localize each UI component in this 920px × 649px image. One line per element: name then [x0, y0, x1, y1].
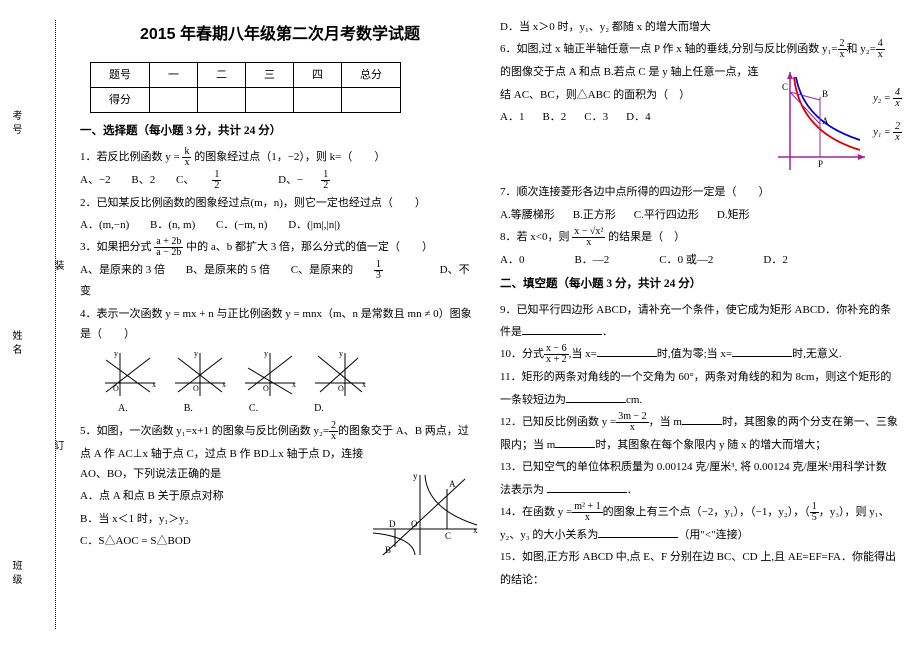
th-num: 题号 — [91, 62, 150, 87]
svg-text:O: O — [411, 519, 418, 529]
q4-graphs: x y O x y O x y O x y O — [100, 348, 480, 398]
svg-text:y: y — [114, 349, 118, 358]
cell — [150, 87, 198, 112]
svg-text:y: y — [413, 471, 418, 481]
q8: 8．若 x<0，则 x − √x²x 的结果是（ ） — [500, 227, 900, 248]
svg-text:y: y — [194, 349, 198, 358]
svg-text:x: x — [362, 380, 366, 389]
q11-l2: 一条较短边为cm. — [500, 390, 900, 410]
svg-text:O: O — [263, 384, 269, 393]
th-total: 总分 — [342, 62, 401, 87]
column-right: D．当 x＞0 时，y₁、y₂ 都随 x 的增大而增大 6．如图,过 x 轴正半… — [490, 0, 910, 649]
q6-options: A．1B．2C．3D．4 — [500, 107, 900, 127]
svg-text:O: O — [338, 384, 344, 393]
svg-text:y: y — [264, 349, 268, 358]
svg-text:B: B — [385, 545, 391, 555]
margin-class: 班级 — [8, 560, 23, 588]
q3: 3．如果把分式 a + 2ba − 2b 中的 a、b 都扩大 3 倍，那么分式… — [80, 237, 480, 258]
svg-text:A: A — [449, 479, 456, 489]
svg-text:C: C — [445, 531, 451, 541]
q5-figure: A B C D O x y — [365, 469, 485, 559]
section-1-heading: 一、选择题（每小题 3 分，共计 24 分） — [80, 121, 480, 142]
margin-dash-2: 订 — [50, 440, 65, 454]
q12: 12．已知反比例函数 y =3m − 2x，当 m时，其图象的两个分支在第一、三… — [500, 412, 900, 433]
svg-text:O: O — [193, 384, 199, 393]
th-3: 三 — [246, 62, 294, 87]
svg-text:D: D — [389, 519, 396, 529]
q13-l1: 13．已知空气的单位体积质量为 0.00124 克/厘米³, 将 0.00124… — [500, 457, 900, 477]
q1-options: A、−2 B、2 C、12 D、−12 — [80, 170, 480, 191]
section-2-heading: 二、填空题（每小题 3 分，共计 24 分） — [500, 274, 900, 295]
q11-l1: 11．矩形的两条对角线的一个交角为 60°，两条对角线的和为 8cm，则这个矩形… — [500, 367, 900, 387]
q9-l1: 9．已知平行四边形 ABCD，请补充一个条件，使它成为矩形 ABCD．你补充的条 — [500, 300, 900, 320]
binding-line — [55, 20, 56, 629]
q6-line1: 6．如图,过 x 轴正半轴任意一点 P 作 x 轴的垂线,分别与反比例函数 y₁… — [500, 39, 900, 60]
svg-text:x: x — [222, 380, 226, 389]
q12-l2: 限内；当 m时，其图象在每个象限内 y 随 x 的增大而增大； — [500, 435, 900, 455]
svg-text:x: x — [152, 380, 156, 389]
margin-dash-1: 装 — [50, 260, 65, 274]
q13-l2: 法表示为 ． — [500, 480, 900, 500]
q15-l1: 15．如图,正方形 ABCD 中,点 E、F 分别在边 BC、CD 上,且 AE… — [500, 547, 900, 567]
q14-l2: y₂、y₃ 的大小关系为（用"<"连接） — [500, 525, 900, 545]
th-4: 四 — [294, 62, 342, 87]
q6-line3: 结 AC、BC，则△ABC 的面积为（ ） — [500, 85, 900, 105]
q5: 5．如图，一次函数 y₁=x+1 的图象与反比例函数 y₂=2x的图象交于 A、… — [80, 421, 480, 442]
page-container: 2015 年春期八年级第二次月考数学试题 题号 一 二 三 四 总分 得分 一、… — [0, 0, 920, 649]
th-1: 一 — [150, 62, 198, 87]
q15-l2: 的结论： — [500, 570, 900, 590]
q10: 10．分式x − 6x + 2,当 x=时,值为零;当 x=时,无意义. — [500, 344, 900, 365]
q7: 7．顺次连接菱形各边中点所得的四边形一定是（ ） — [500, 129, 900, 202]
q5-optD: D．当 x＞0 时，y₁、y₂ 都随 x 的增大而增大 — [500, 17, 900, 37]
row-score-label: 得分 — [91, 87, 150, 112]
th-2: 二 — [198, 62, 246, 87]
svg-text:O: O — [113, 384, 119, 393]
q8-options: A．0B．—2C．0 或—2D．2 — [500, 250, 900, 270]
exam-title: 2015 年春期八年级第二次月考数学试题 — [80, 20, 480, 50]
q2-options: A．(m,−n) B．(n, m) C．(−m, n) D．(|m|,|n|) — [80, 215, 480, 235]
margin-exam-id: 考号 — [8, 110, 23, 138]
q9-l2: 件是． — [500, 322, 900, 342]
q3-options: A、是原来的 3 倍 B、是原来的 5 倍 C、是原来的 13 D、不变 — [80, 260, 480, 301]
q7-options: A.等腰梯形B.正方形C.平行四边形D.矩形 — [500, 205, 900, 225]
score-table: 题号 一 二 三 四 总分 得分 — [90, 62, 401, 114]
margin-name: 姓名 — [8, 330, 23, 358]
svg-text:x: x — [292, 380, 296, 389]
q14: 14．在函数 y =m² + 1x的图象上有三个点（−2，y₁），（−1，y₂）… — [500, 502, 900, 523]
q4-labels: A. B. C. D. — [118, 400, 480, 419]
q2: 2．已知某反比例函数的图象经过点(m，n)，则它一定也经过点（ ） — [80, 193, 480, 213]
q1: 1．若反比例函数 y = kx 的图象经过点（1，−2），则 k=（ ） — [80, 147, 480, 168]
q6-line2: 的图像交于点 A 和点 B.若点 C 是 y 轴上任意一点，连 — [500, 62, 900, 82]
column-left: 2015 年春期八年级第二次月考数学试题 题号 一 二 三 四 总分 得分 一、… — [70, 0, 490, 649]
svg-text:y: y — [339, 349, 343, 358]
q4: 4．表示一次函数 y = mx + n 与正比例函数 y = mnx（m、n 是… — [80, 304, 480, 345]
svg-text:x: x — [473, 525, 478, 535]
